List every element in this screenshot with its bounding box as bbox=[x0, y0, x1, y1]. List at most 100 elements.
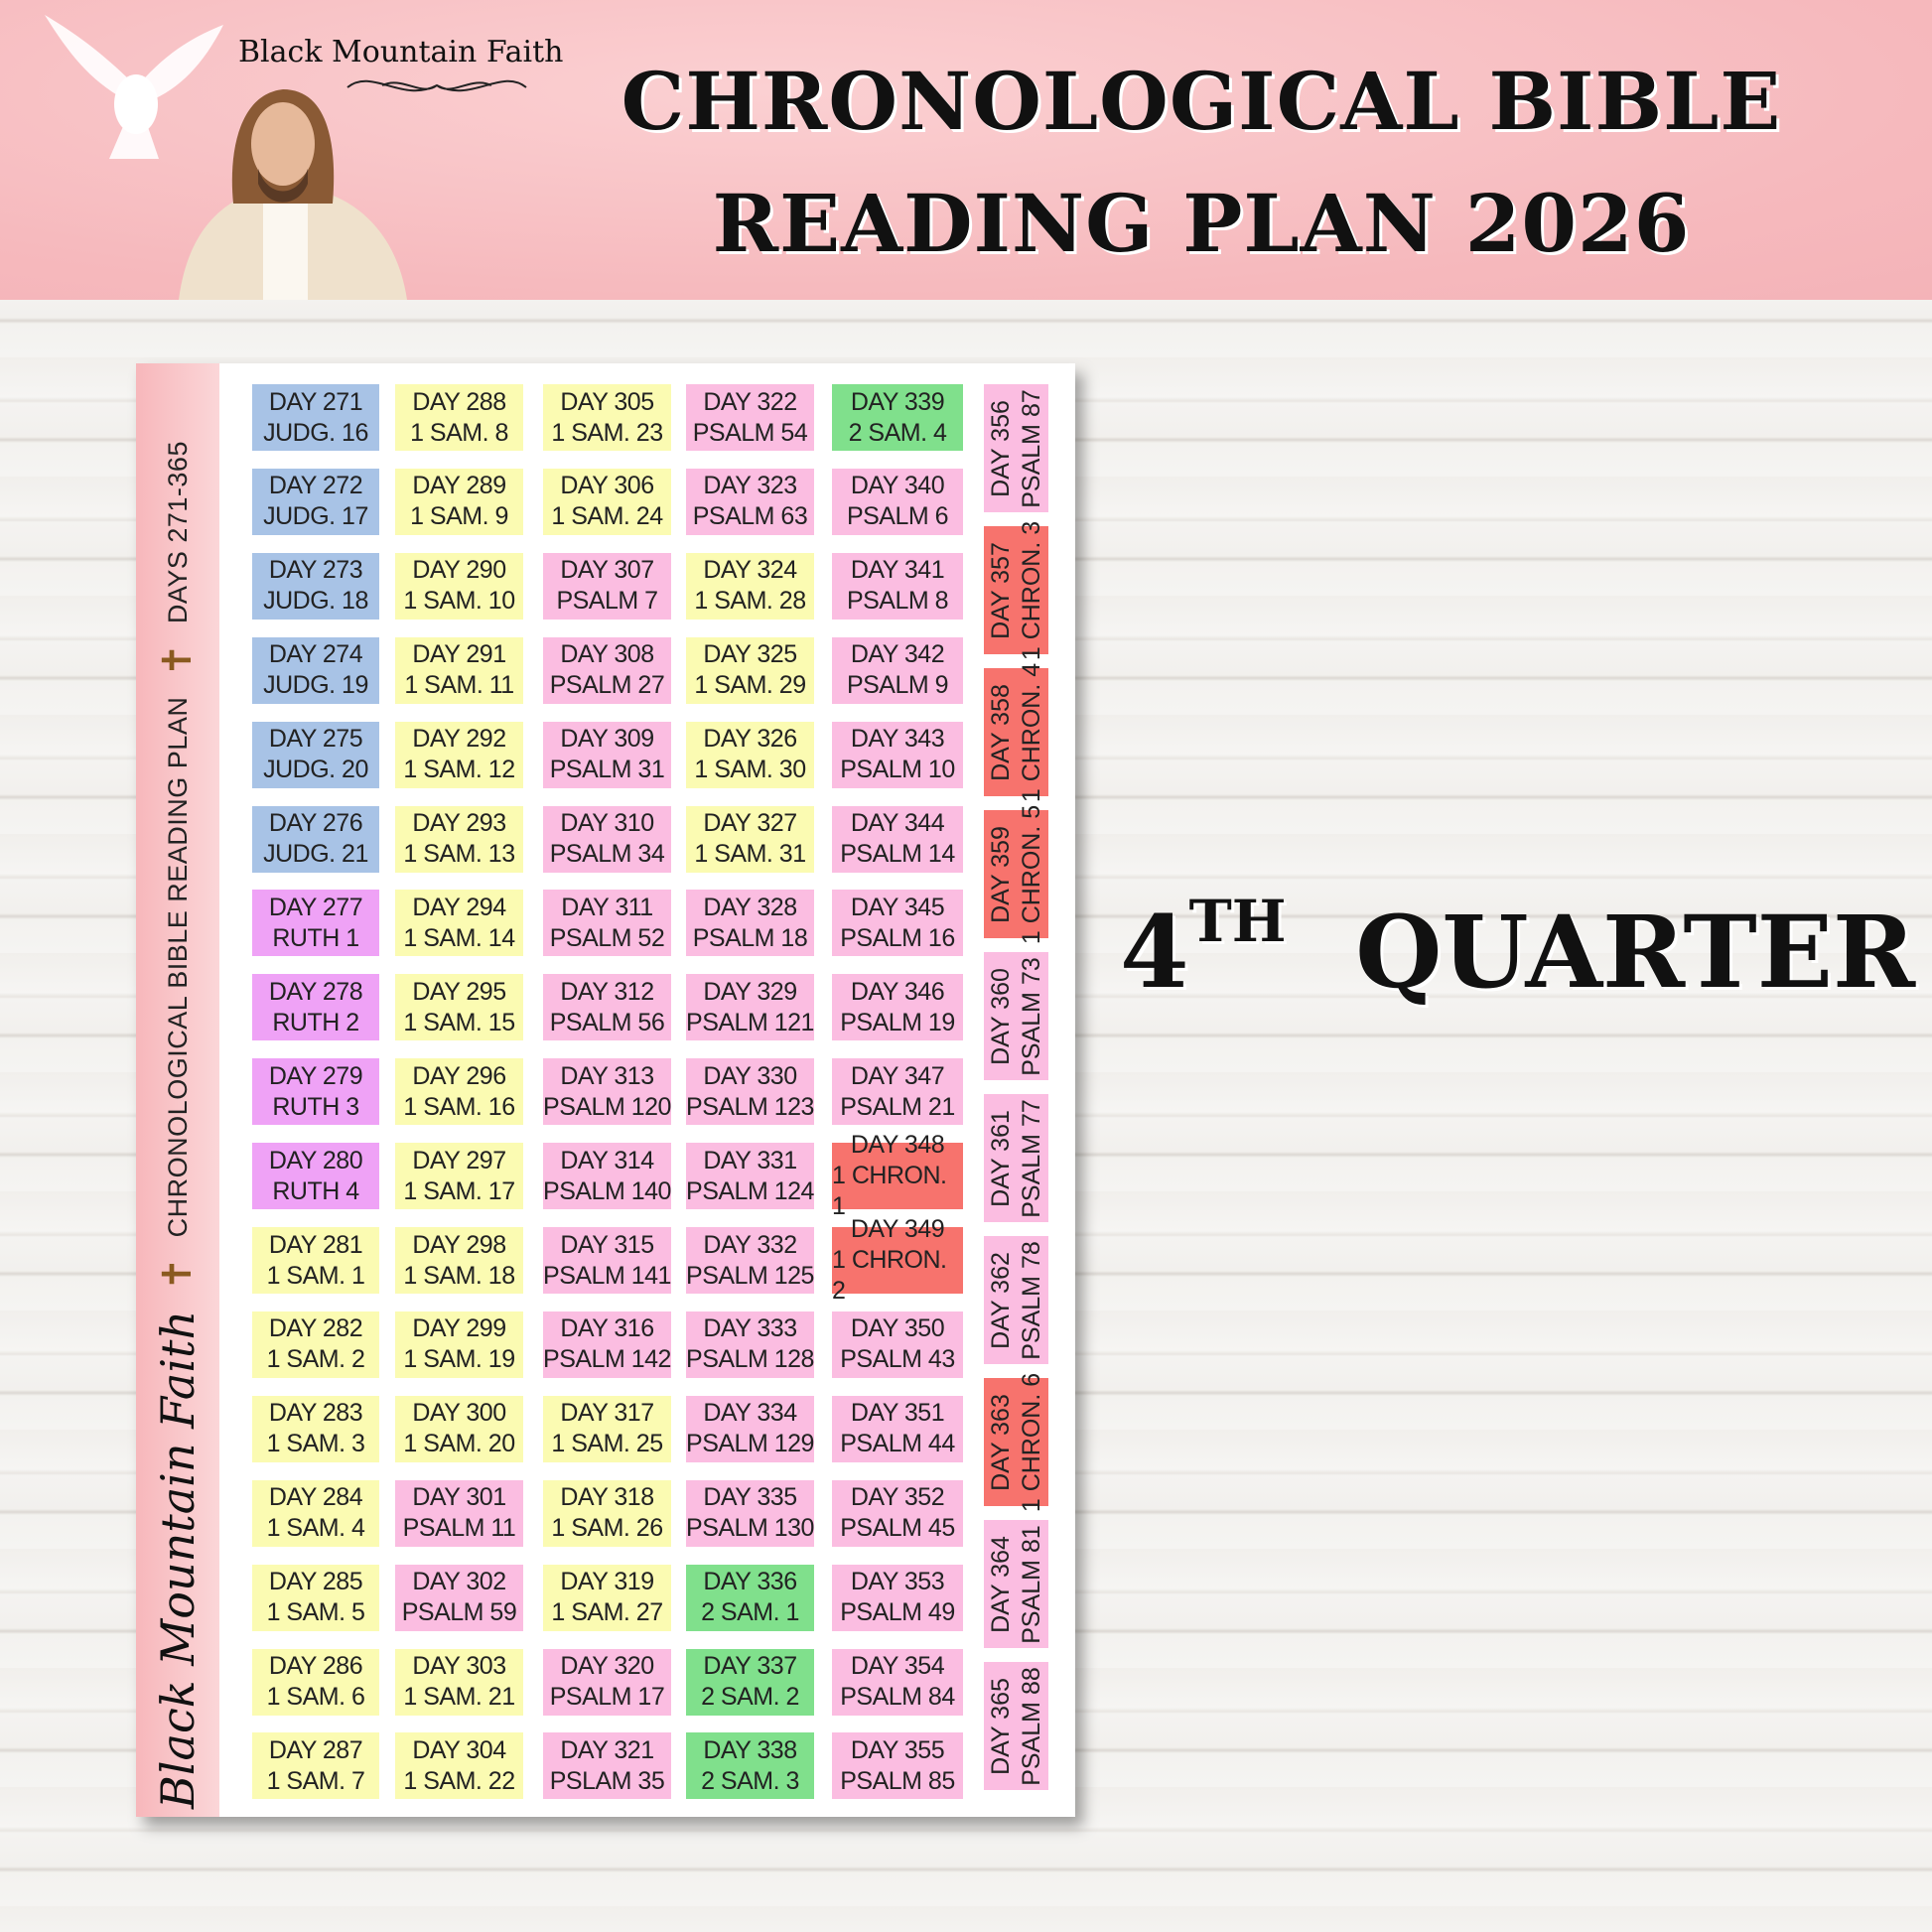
cell-passage: JUDG. 19 bbox=[263, 671, 368, 700]
cell-day: DAY 335 bbox=[703, 1483, 797, 1512]
reading-cell: DAY 298 1 SAM. 18 bbox=[395, 1227, 523, 1294]
cell-day: DAY 292 bbox=[412, 725, 506, 754]
reading-cell: DAY 280 RUTH 4 bbox=[252, 1143, 379, 1210]
reading-cell-vertical: DAY 358 1 CHRON. 4 bbox=[984, 662, 1048, 802]
cell-day: DAY 298 bbox=[412, 1230, 506, 1259]
reading-cell: DAY 309 PSALM 31 bbox=[543, 721, 671, 788]
cell-passage: PSALM 141 bbox=[543, 1261, 671, 1290]
cell-passage: RUTH 2 bbox=[272, 1008, 359, 1036]
cell-day: DAY 291 bbox=[412, 640, 506, 669]
cell-day: DAY 345 bbox=[850, 893, 945, 921]
reading-cell: DAY 352 PSALM 45 bbox=[832, 1479, 963, 1547]
cell-passage: 2 SAM. 3 bbox=[701, 1766, 799, 1795]
cell-passage: 1 SAM. 11 bbox=[404, 671, 514, 700]
reading-cell: DAY 354 PSALM 84 bbox=[832, 1648, 963, 1716]
reading-cell: DAY 334 PSALM 129 bbox=[686, 1395, 814, 1462]
reading-cell: DAY 304 1 SAM. 22 bbox=[395, 1732, 523, 1800]
reading-cell: DAY 332 PSALM 125 bbox=[686, 1227, 814, 1294]
cell-day: DAY 271 bbox=[268, 387, 363, 416]
cell-day: DAY 317 bbox=[560, 1399, 654, 1428]
reading-cell: DAY 317 1 SAM. 25 bbox=[543, 1395, 671, 1462]
cell-passage: 1 SAM. 18 bbox=[403, 1261, 515, 1290]
cell-passage: JUDG. 16 bbox=[263, 418, 368, 447]
reading-cell: DAY 316 PSALM 142 bbox=[543, 1311, 671, 1378]
cell-day: DAY 324 bbox=[703, 556, 797, 585]
reading-cell: DAY 275 JUDG. 20 bbox=[252, 721, 379, 788]
cell-day: DAY 276 bbox=[268, 809, 363, 837]
reading-cell: DAY 318 1 SAM. 26 bbox=[543, 1479, 671, 1547]
cell-day: DAY 358 bbox=[986, 683, 1015, 781]
reading-cell: DAY 342 PSALM 9 bbox=[832, 636, 963, 704]
reading-cell: DAY 321 PSLAM 35 bbox=[543, 1732, 671, 1800]
cell-passage: 1 SAM. 31 bbox=[694, 840, 806, 868]
reading-cell: DAY 313 PSALM 120 bbox=[543, 1058, 671, 1126]
cell-passage: 1 SAM. 20 bbox=[403, 1430, 515, 1458]
cell-passage: 1 SAM. 17 bbox=[403, 1176, 515, 1205]
cell-passage: PSALM 19 bbox=[840, 1008, 955, 1036]
cell-passage: 1 SAM. 10 bbox=[403, 587, 515, 616]
cell-passage: 1 SAM. 8 bbox=[410, 418, 508, 447]
cell-day: DAY 309 bbox=[560, 725, 654, 754]
cell-passage: PSALM 54 bbox=[692, 418, 808, 447]
cell-passage: RUTH 1 bbox=[272, 923, 359, 952]
cell-day: DAY 359 bbox=[986, 825, 1015, 923]
cell-day: DAY 300 bbox=[412, 1399, 506, 1428]
cell-passage: PSALM 6 bbox=[846, 502, 949, 531]
cell-day: DAY 290 bbox=[412, 556, 506, 585]
cell-passage: 1 SAM. 5 bbox=[266, 1598, 365, 1627]
cell-day: DAY 363 bbox=[986, 1393, 1015, 1491]
reading-cell: DAY 336 2 SAM. 1 bbox=[686, 1564, 814, 1631]
page-title-line1: CHRONOLOGICAL BIBLE bbox=[621, 55, 1782, 148]
reading-cell-vertical: DAY 362 PSALM 78 bbox=[984, 1236, 1048, 1364]
reading-cell: DAY 325 1 SAM. 29 bbox=[686, 636, 814, 704]
cell-passage: PSALM 10 bbox=[840, 756, 955, 784]
cell-day: DAY 289 bbox=[412, 472, 506, 500]
cell-day: DAY 304 bbox=[412, 1735, 506, 1764]
cell-passage: PSALM 45 bbox=[840, 1514, 955, 1543]
reading-cell: DAY 284 1 SAM. 4 bbox=[252, 1479, 379, 1547]
cell-passage: PSALM 44 bbox=[840, 1430, 955, 1458]
reading-cell: DAY 344 PSALM 14 bbox=[832, 805, 963, 873]
cell-day: DAY 322 bbox=[703, 387, 797, 416]
cell-day: DAY 315 bbox=[560, 1230, 654, 1259]
cell-day: DAY 297 bbox=[412, 1146, 506, 1174]
reading-cell: DAY 343 PSALM 10 bbox=[832, 721, 963, 788]
cell-passage: PSALM 120 bbox=[543, 1092, 671, 1121]
reading-cell: DAY 271 JUDG. 16 bbox=[252, 384, 379, 451]
reading-cell: DAY 347 PSALM 21 bbox=[832, 1058, 963, 1126]
cell-day: DAY 342 bbox=[850, 640, 945, 669]
cell-passage: 1 SAM. 30 bbox=[694, 756, 806, 784]
cell-day: DAY 354 bbox=[850, 1652, 945, 1680]
sidebar-plan-label: CHRONOLOGICAL BIBLE READING PLAN bbox=[162, 696, 193, 1238]
cell-day: DAY 356 bbox=[986, 399, 1015, 497]
reading-cell: DAY 300 1 SAM. 20 bbox=[395, 1395, 523, 1462]
cell-passage: PSALM 129 bbox=[686, 1430, 814, 1458]
cell-passage: PSALM 8 bbox=[846, 587, 949, 616]
cell-day: DAY 313 bbox=[560, 1061, 654, 1090]
cell-day: DAY 312 bbox=[560, 977, 654, 1006]
reading-cell: DAY 328 PSALM 18 bbox=[686, 890, 814, 957]
cell-day: DAY 337 bbox=[703, 1652, 797, 1680]
cell-day: DAY 306 bbox=[560, 472, 654, 500]
cell-passage: PSALM 7 bbox=[556, 587, 658, 616]
cell-passage: PSALM 125 bbox=[686, 1261, 814, 1290]
cell-passage: PSALM 142 bbox=[543, 1345, 671, 1374]
reading-cell: DAY 296 1 SAM. 16 bbox=[395, 1058, 523, 1126]
cell-day: DAY 273 bbox=[268, 556, 363, 585]
cell-day: DAY 361 bbox=[986, 1109, 1015, 1207]
reading-cell: DAY 345 PSALM 16 bbox=[832, 890, 963, 957]
cell-passage: PSALM 31 bbox=[549, 756, 665, 784]
cell-passage: 1 CHRON. 4 bbox=[1017, 662, 1045, 802]
cell-passage: PSALM 9 bbox=[846, 671, 949, 700]
cell-passage: PSALM 121 bbox=[686, 1008, 814, 1036]
cell-passage: 1 SAM. 24 bbox=[551, 502, 663, 531]
reading-cell: DAY 323 PSALM 63 bbox=[686, 468, 814, 535]
reading-cell: DAY 293 1 SAM. 13 bbox=[395, 805, 523, 873]
cell-day: DAY 326 bbox=[703, 725, 797, 754]
cell-passage: 1 CHRON. 3 bbox=[1017, 520, 1045, 660]
cell-passage: 1 SAM. 28 bbox=[694, 587, 806, 616]
cell-passage: PSALM 21 bbox=[840, 1092, 955, 1121]
cell-day: DAY 352 bbox=[850, 1483, 945, 1512]
cell-day: DAY 283 bbox=[268, 1399, 363, 1428]
quarter-suffix: TH bbox=[1188, 888, 1287, 955]
